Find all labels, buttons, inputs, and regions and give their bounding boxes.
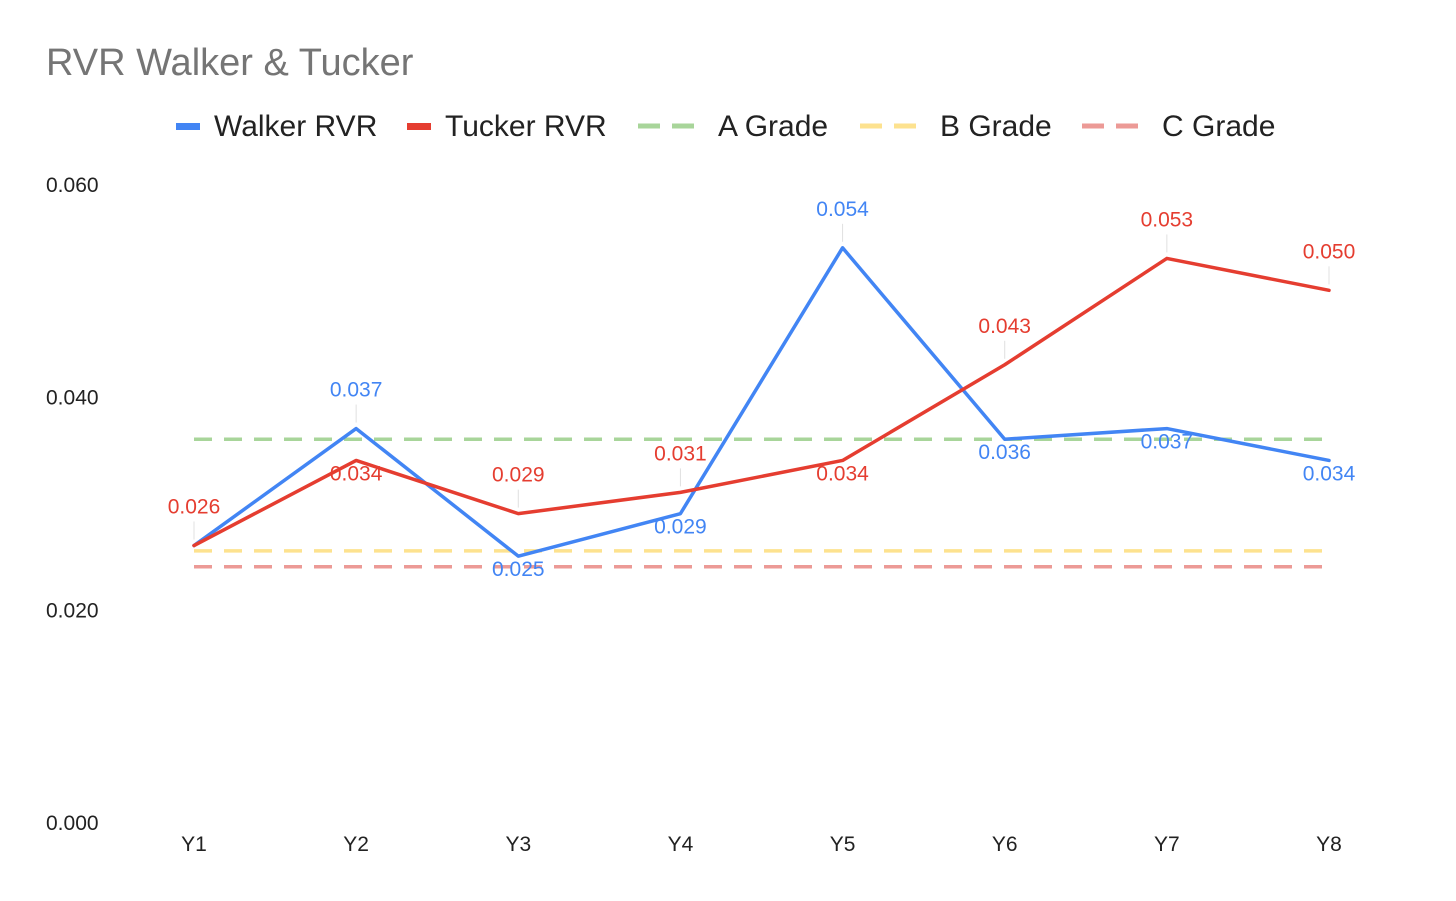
data-label-tucker-rvr: 0.029 <box>492 464 545 487</box>
legend-label: Tucker RVR <box>445 110 607 143</box>
x-tick-label: Y7 <box>1154 833 1180 856</box>
legend-label: Walker RVR <box>214 110 377 143</box>
y-tick-label: 0.040 <box>46 387 99 410</box>
data-label-tucker-rvr: 0.053 <box>1141 208 1194 231</box>
legend: Walker RVR Tucker RVR A Grade B Grade C Grad… <box>176 110 1275 143</box>
series-line-walker-rvr <box>192 246 1331 558</box>
data-label-tucker-rvr: 0.050 <box>1303 240 1356 263</box>
x-tick-label: Y4 <box>668 833 694 856</box>
legend-swatch <box>407 123 431 130</box>
data-label-tucker-rvr: 0.034 <box>330 462 383 485</box>
chart-title: RVR Walker & Tucker <box>46 42 414 84</box>
x-axis: Y1 Y2 Y3 Y4 Y5 Y6 Y7 Y8 <box>181 833 1342 856</box>
x-tick-label: Y2 <box>343 833 369 856</box>
data-label-tucker-rvr: 0.034 <box>816 462 869 485</box>
legend-label: C Grade <box>1162 110 1275 143</box>
x-tick-label: Y3 <box>505 833 531 856</box>
legend-label: A Grade <box>718 110 828 143</box>
data-label-walker-rvr: 0.037 <box>1141 431 1194 454</box>
x-tick-label: Y6 <box>992 833 1018 856</box>
data-label-tucker-rvr: 0.043 <box>978 315 1031 338</box>
legend-item-b-grade: B Grade <box>860 110 1052 143</box>
y-axis: 0.000 0.020 0.040 0.060 <box>46 174 99 835</box>
data-label-walker-rvr: 0.025 <box>492 558 545 581</box>
x-tick-label: Y1 <box>181 833 207 856</box>
series-line-tucker-rvr <box>192 256 1331 548</box>
data-label-walker-rvr: 0.036 <box>978 441 1031 464</box>
plot-area <box>192 246 1331 569</box>
legend-item-walker-rvr: Walker RVR <box>176 110 377 143</box>
x-tick-label: Y5 <box>830 833 856 856</box>
y-tick-label: 0.020 <box>46 599 99 622</box>
legend-swatch <box>176 123 200 130</box>
legend-item-c-grade: C Grade <box>1082 110 1275 143</box>
y-tick-label: 0.060 <box>46 174 99 197</box>
data-label-walker-rvr: 0.054 <box>816 198 869 221</box>
data-label-tucker-rvr: 0.026 <box>168 496 221 519</box>
data-label-walker-rvr: 0.034 <box>1303 462 1356 485</box>
x-tick-label: Y8 <box>1316 833 1342 856</box>
y-tick-label: 0.000 <box>46 812 99 835</box>
data-label-walker-rvr: 0.029 <box>654 516 707 539</box>
data-label-tucker-rvr: 0.031 <box>654 442 707 465</box>
data-labels: 0.037 0.025 0.029 0.054 0.036 0.037 0.034 0.026… <box>168 198 1356 581</box>
legend-item-tucker-rvr: Tucker RVR <box>407 110 607 143</box>
data-label-walker-rvr: 0.037 <box>330 379 383 402</box>
legend-label: B Grade <box>940 110 1052 143</box>
legend-item-a-grade: A Grade <box>638 110 828 143</box>
